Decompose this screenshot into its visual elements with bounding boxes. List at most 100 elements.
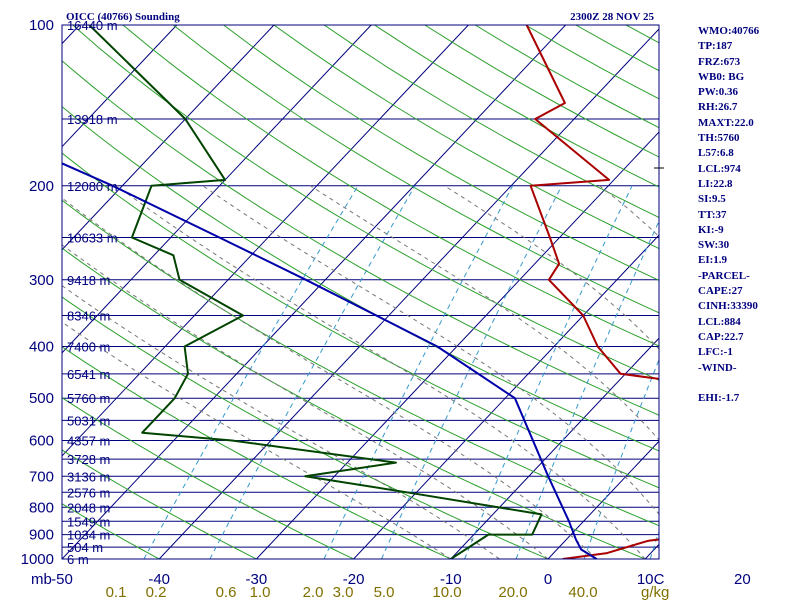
dry-adiabat--30 (62, 449, 257, 559)
index-line: SW:30 (698, 239, 730, 252)
pressure-tick-label: 600 (29, 433, 54, 450)
sounding-indices-panel: WMO:40766 TP:187 FRZ:673 WB0: BG PW:0.36 RH:2… (698, 24, 798, 406)
pressure-tick-label: 200 (29, 178, 54, 195)
isotherm--50 (62, 25, 566, 559)
moist-adiabat-5 (62, 197, 597, 559)
mixing-ratio-tick-label: 2.0 (303, 584, 324, 600)
temperature-tick-label: -40 (148, 571, 170, 588)
index-line (698, 376, 798, 391)
height-label: 1549 m (67, 514, 110, 529)
height-label: 8346 m (67, 309, 110, 324)
height-label: 9418 m (67, 273, 110, 288)
temperature-tick-label: 10 (637, 571, 654, 588)
pressure-axis-labels: 100 200 300 400 500 600 700 800 900 1000 (21, 17, 54, 568)
height-label: 6541 m (67, 367, 110, 382)
index-line: SI:9.5 (698, 193, 726, 206)
mixing-ratio-line-3 (515, 220, 659, 559)
isotherm-0 (547, 440, 659, 559)
mixing-ratio-line-2 (464, 185, 633, 559)
mixing-ratio-labels: 0.1 0.2 0.6 1.0 2.0 3.0 5.0 10.0 20.0 40.0 (106, 584, 598, 600)
moist-adiabat-10 (116, 185, 646, 559)
isotherm--70 (62, 25, 372, 354)
mixing-ratio-tick-label: 5.0 (374, 584, 395, 600)
mixing-ratio-tick-label: 0.6 (216, 584, 237, 600)
index-line: WMO:40766 (698, 25, 760, 37)
height-label: 2576 m (67, 485, 110, 500)
temperature-tick-label: -30 (246, 571, 268, 588)
pressure-tick-label: 900 (29, 527, 54, 544)
temperature-end-label: C (654, 571, 665, 588)
temperature-tick-label: 0 (544, 571, 552, 588)
plot-frame (61, 24, 660, 560)
chart-timestamp: 2300Z 28 NOV 25 (570, 11, 654, 23)
dry-adiabat-40 (62, 105, 659, 452)
isotherm--10 (450, 337, 659, 559)
moist-adiabat--10 (62, 321, 452, 559)
height-label: 1034 m (67, 528, 110, 543)
mixing-ratio-tick-label: 0.2 (146, 584, 167, 600)
index-line: LFC:-1 (698, 346, 733, 359)
mixing-ratio-tick-label: 40.0 (568, 584, 597, 600)
index-line: KI:-9 (698, 223, 724, 236)
height-labels: 16440 m 13918 m 12080 m 10633 m 9418 m 8346 m… (67, 18, 118, 567)
height-label: 2048 m (67, 500, 110, 515)
mixing-ratio-tick-label: 10.0 (432, 584, 461, 600)
chart-title: OICC (40766) Sounding (66, 11, 180, 23)
temperature-tick-label: -10 (440, 571, 462, 588)
height-label: 6 m (67, 552, 89, 567)
pressure-tick-label: 700 (29, 468, 54, 485)
height-label: 3136 m (67, 469, 110, 484)
moist-adiabat-25 (444, 185, 659, 350)
index-line: CINH:33390 (698, 300, 758, 313)
index-line: TP:187 (698, 40, 733, 53)
pressure-tick-label: 100 (29, 17, 54, 34)
mixing-ratio-line-1 (381, 185, 563, 559)
moist-adiabat-15 (202, 185, 659, 515)
dry-adiabat--10 (62, 346, 452, 559)
plot-background (62, 25, 659, 559)
height-label: 12080 m (67, 179, 118, 194)
index-line: LI:22.8 (698, 177, 733, 190)
pressure-unit-label: mb (31, 571, 52, 588)
index-line: EI:1.9 (698, 254, 728, 267)
index-line: LCL:884 (698, 315, 741, 328)
height-label: 7400 m (67, 340, 110, 355)
index-line: FRZ:673 (698, 55, 741, 68)
temperature-tick-label: -50 (51, 571, 73, 588)
dry-adiabat-30 (62, 152, 659, 489)
index-line: PW:0.36 (698, 86, 739, 99)
index-line: TH:5760 (698, 132, 740, 145)
dry-adiabat--20 (62, 397, 354, 559)
height-label: 10633 m (67, 231, 118, 246)
isotherm--60 (62, 25, 469, 457)
index-line: RH:26.7 (698, 101, 738, 114)
dry-adiabat-80 (172, 25, 659, 314)
dry-adiabat-70 (122, 25, 659, 347)
index-line: L57:6.8 (698, 147, 734, 160)
temperature-axis-labels: -50-40-30-20-10010203040 (51, 571, 751, 588)
index-line: CAP:22.7 (698, 330, 744, 343)
index-line: MAXT:22.0 (698, 116, 754, 129)
dry-adiabat--40 (62, 503, 160, 559)
isotherm--90 (62, 25, 178, 148)
index-line: TT:37 (698, 208, 727, 221)
dry-adiabat-50 (62, 60, 659, 416)
pressure-tick-label: 1000 (21, 551, 54, 568)
mixing-ratio-line-0.1 (143, 185, 359, 559)
mixing-ratio-tick-label: 1.0 (250, 584, 271, 600)
height-label: 16440 m (67, 18, 118, 33)
pressure-tick-label: 400 (29, 339, 54, 356)
temperature-line (525, 25, 659, 559)
index-line: LCL:974 (698, 162, 741, 175)
height-label: 5031 m (67, 413, 110, 428)
height-label: 5760 m (67, 391, 110, 406)
isotherm--40 (158, 28, 659, 559)
height-label: 3728 m (67, 452, 110, 467)
pressure-tick-label: 800 (29, 499, 54, 516)
dry-adiabat-10 (62, 247, 646, 559)
mixing-ratio-tick-label: 3.0 (333, 584, 354, 600)
pressure-tick-label: 300 (29, 272, 54, 289)
height-label: 4357 m (67, 434, 110, 449)
dry-adiabat-90 (223, 25, 659, 281)
dewpoint-line (88, 25, 543, 559)
